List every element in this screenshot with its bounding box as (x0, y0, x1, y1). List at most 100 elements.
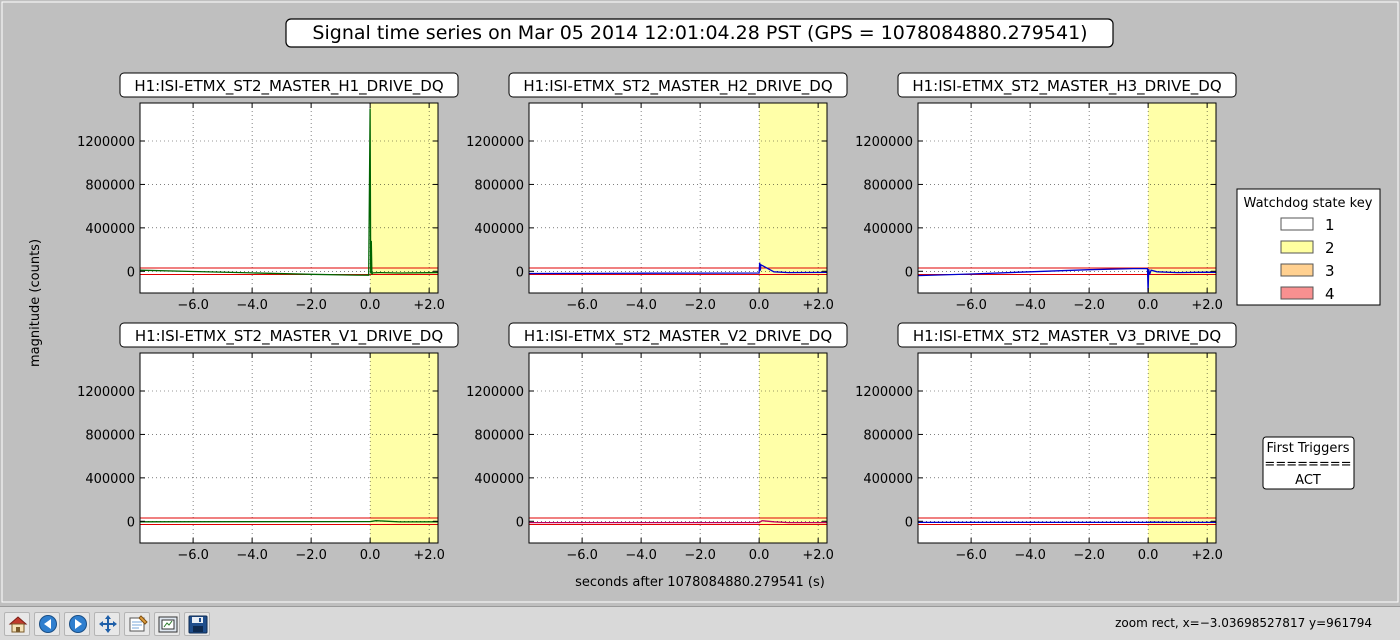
subplot-title-box (119, 322, 459, 348)
subplot-title-box (508, 322, 848, 348)
x-tick-label: −6.0 (955, 548, 987, 563)
x-tick-label: +2.0 (1191, 298, 1223, 313)
y-tick-label: 1200000 (466, 385, 524, 400)
y-tick-label: 400000 (85, 222, 135, 237)
x-tick-label: +2.0 (802, 548, 834, 563)
pan-button[interactable] (94, 612, 120, 636)
x-tick-label: −2.0 (295, 548, 327, 563)
x-tick-label: 0.0 (749, 298, 770, 313)
x-tick-label: −6.0 (566, 298, 598, 313)
legend-label: 2 (1325, 239, 1335, 257)
home-button[interactable] (4, 612, 30, 636)
triggers-separator: ======== (1264, 457, 1351, 472)
legend-swatch (1280, 240, 1314, 254)
y-tick-label: 800000 (85, 428, 135, 443)
x-tick-label: −2.0 (295, 298, 327, 313)
navigation-toolbar: zoom rect, x=−3.03698527817 y=961794 (0, 606, 1400, 640)
x-tick-label: −4.0 (1014, 298, 1046, 313)
legend-label: 4 (1325, 285, 1335, 303)
state-region (370, 103, 438, 293)
x-tick-label: +2.0 (413, 298, 445, 313)
subplot-title: H1:ISI-ETMX_ST2_MASTER_H1_DRIVE_DQ (134, 77, 443, 96)
axes-frame (139, 352, 439, 544)
axes-frame (528, 352, 828, 544)
arrow-right-icon (69, 615, 87, 633)
x-tick-label: +2.0 (1191, 548, 1223, 563)
figure-title: Signal time series on Mar 05 2014 12:01:… (312, 22, 1087, 44)
x-tick-label: −2.0 (1073, 548, 1105, 563)
series-line (139, 520, 439, 523)
axes-frame (139, 102, 439, 294)
state-region (370, 353, 438, 543)
save-button[interactable] (184, 612, 210, 636)
legend-swatch (1280, 217, 1314, 231)
state-region (1148, 103, 1216, 293)
floppy-icon (188, 615, 208, 634)
x-tick-label: 0.0 (1138, 298, 1159, 313)
y-tick-label: 0 (905, 515, 913, 530)
subplot: H1:ISI-ETMX_ST2_MASTER_H2_DRIVE_DQ −6.0 −4… (466, 72, 848, 313)
y-tick-label: 800000 (863, 178, 913, 193)
legend: Watchdog state key 1 2 3 4 (1236, 188, 1381, 306)
legend-swatch (1280, 286, 1314, 300)
x-tick-label: −2.0 (684, 548, 716, 563)
legend-label: 1 (1325, 216, 1335, 234)
figure-canvas: Signal time series on Mar 05 2014 12:01:… (1, 1, 1399, 603)
x-tick-label: −6.0 (566, 548, 598, 563)
y-tick-label: 0 (516, 515, 524, 530)
state-region (1148, 353, 1216, 543)
y-tick-label: 400000 (863, 472, 913, 487)
subplot: H1:ISI-ETMX_ST2_MASTER_V1_DRIVE_DQ −6.0 −4… (77, 322, 459, 563)
subplots-button[interactable] (154, 612, 180, 636)
y-tick-label: 800000 (85, 178, 135, 193)
x-tick-label: 0.0 (360, 298, 381, 313)
figure-title-group: Signal time series on Mar 05 2014 12:01:… (285, 18, 1114, 48)
y-tick-label: 1200000 (77, 135, 135, 150)
x-tick-label: −2.0 (1073, 298, 1105, 313)
subplot-title-box (897, 322, 1237, 348)
arrow-left-icon (39, 615, 57, 633)
zoom-button[interactable] (124, 612, 150, 636)
x-tick-label: 0.0 (1138, 548, 1159, 563)
subplot-title: H1:ISI-ETMX_ST2_MASTER_V3_DRIVE_DQ (913, 327, 1221, 346)
y-tick-label: 0 (127, 265, 135, 280)
axes-frame (917, 352, 1217, 544)
subplot-title-box (897, 72, 1237, 98)
zoom-rect-icon (129, 615, 148, 632)
x-tick-label: −4.0 (1014, 548, 1046, 563)
x-tick-label: −2.0 (684, 298, 716, 313)
y-tick-label: 1200000 (855, 385, 913, 400)
y-tick-label: 400000 (863, 222, 913, 237)
y-tick-label: 0 (905, 265, 913, 280)
x-tick-label: −6.0 (955, 298, 987, 313)
subplot-title-box (119, 72, 459, 98)
axes-frame (528, 102, 828, 294)
y-tick-label: 1200000 (466, 135, 524, 150)
x-tick-label: −6.0 (177, 298, 209, 313)
state-region (759, 353, 827, 543)
triggers-box (1262, 436, 1355, 490)
series-line (139, 108, 439, 276)
forward-button[interactable] (64, 612, 90, 636)
subplot: H1:ISI-ETMX_ST2_MASTER_V3_DRIVE_DQ −6.0 −4… (855, 322, 1237, 563)
x-tick-label: −4.0 (236, 548, 268, 563)
subplot-title: H1:ISI-ETMX_ST2_MASTER_H3_DRIVE_DQ (912, 77, 1221, 96)
y-tick-label: 400000 (85, 472, 135, 487)
y-tick-label: 800000 (474, 428, 524, 443)
x-tick-label: −4.0 (236, 298, 268, 313)
series-line (917, 267, 1217, 292)
x-tick-label: −4.0 (625, 298, 657, 313)
move-icon (99, 615, 117, 633)
subplot: H1:ISI-ETMX_ST2_MASTER_V2_DRIVE_DQ −6.0 −4… (466, 322, 848, 563)
home-icon (8, 616, 28, 633)
y-tick-label: 1200000 (855, 135, 913, 150)
back-button[interactable] (34, 612, 60, 636)
legend-title: Watchdog state key (1244, 196, 1373, 211)
triggers-value: ACT (1295, 473, 1321, 488)
y-tick-label: 800000 (474, 178, 524, 193)
status-text: zoom rect, x=−3.03698527817 y=961794 (1115, 616, 1372, 630)
x-tick-label: −6.0 (177, 548, 209, 563)
state-region (759, 103, 827, 293)
subplots-icon (158, 616, 178, 633)
